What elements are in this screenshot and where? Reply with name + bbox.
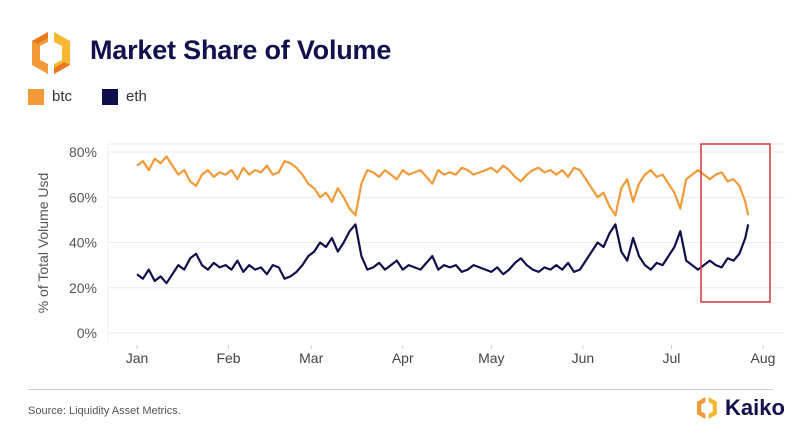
legend-label-eth: eth (126, 88, 147, 105)
legend: btc eth (28, 88, 177, 105)
x-axis-ticks: Jan Feb Mar Apr May Jun Jul Aug (126, 345, 776, 366)
y-tick-label: 20% (69, 280, 97, 296)
x-tick-label: Feb (216, 350, 240, 366)
x-tick-label: Jun (572, 350, 595, 366)
legend-item-eth[interactable]: eth (102, 88, 147, 105)
kaiko-brand-icon (697, 397, 717, 419)
x-tick-label: May (478, 350, 504, 366)
y-tick-label: 0% (77, 325, 97, 341)
y-tick-label: 60% (69, 189, 97, 205)
x-tick-label: Apr (392, 350, 414, 366)
series-line-eth (136, 223, 750, 285)
legend-swatch-eth (102, 88, 119, 105)
series-lines (136, 155, 750, 285)
brand-name: Kaiko (725, 395, 785, 420)
legend-swatch-btc (28, 88, 44, 105)
line-chart: 0%20%40%60%80% Jan Feb Mar Apr May Jun Jul Aug … (35, 143, 785, 366)
kaiko-logo-icon (32, 32, 70, 74)
y-tick-label: 80% (69, 144, 97, 160)
legend-label-btc: btc (52, 88, 73, 105)
y-axis-ticks: 0% 20% 40% 60% 80% (69, 144, 97, 341)
chart-title: Market Share of Volume (90, 35, 392, 65)
series-line-btc (136, 155, 750, 217)
y-tick-label: 40% (69, 235, 97, 251)
x-tick-label: Jan (126, 350, 149, 366)
footer-divider (28, 389, 773, 390)
x-tick-label: Aug (751, 350, 776, 366)
x-tick-label: Mar (299, 350, 323, 366)
x-tick-label: Jul (663, 350, 681, 366)
source-note: Source: Liquidity Asset Metrics. (28, 405, 181, 417)
grid-lines (107, 143, 785, 343)
legend-item-btc[interactable]: btc (28, 88, 72, 105)
brand: Kaiko (695, 395, 785, 421)
highlight-box (700, 143, 771, 303)
y-axis-title: % of Total Volume Usd (35, 173, 51, 314)
